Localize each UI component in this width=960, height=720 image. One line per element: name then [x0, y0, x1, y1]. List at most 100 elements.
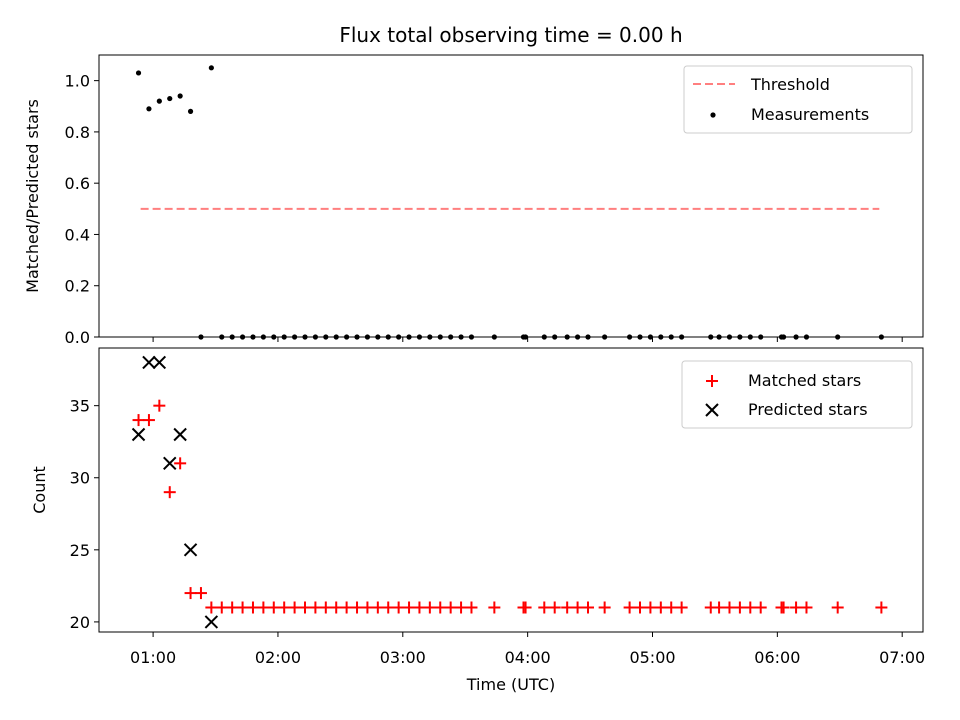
top-y-axis-label: Matched/Predicted stars	[23, 99, 42, 293]
x-tick-label: 05:00	[629, 648, 675, 667]
matched-star-point	[163, 486, 176, 499]
matched-star-point	[444, 601, 457, 614]
top-chart-title: Flux total observing time = 0.00 h	[339, 23, 682, 47]
matched-star-point	[488, 601, 501, 614]
matched-star-point	[598, 601, 611, 614]
measurements-legend-label: Measurements	[751, 105, 869, 124]
matched-star-point	[382, 601, 395, 614]
matched-star-point	[278, 601, 291, 614]
x-tick-label: 03:00	[380, 648, 426, 667]
predicted-star-point	[204, 615, 219, 629]
predicted-legend-label: Predicted stars	[748, 400, 868, 419]
matched-star-point	[561, 601, 574, 614]
matched-star-point	[519, 601, 532, 614]
matched-star-point	[309, 601, 322, 614]
matched-star-point	[434, 601, 447, 614]
matched-star-point	[267, 601, 280, 614]
bottom-y-tick-label: 30	[70, 469, 90, 488]
predicted-star-point	[131, 427, 146, 442]
matched-star-point	[351, 601, 364, 614]
x-tick-label: 06:00	[754, 648, 800, 667]
matched-star-point	[744, 601, 757, 614]
matched-star-point	[634, 601, 647, 614]
measurements-legend-swatch	[710, 112, 716, 118]
matched-star-point	[194, 587, 207, 600]
top-y-tick-label: 0.4	[65, 225, 90, 244]
matched-star-point	[644, 601, 657, 614]
matched-star-point	[675, 601, 688, 614]
matched-star-point	[184, 587, 197, 600]
matched-star-point	[174, 457, 187, 470]
bottom-y-tick-label: 20	[70, 613, 90, 632]
matched-star-point	[205, 601, 218, 614]
x-tick-label: 01:00	[130, 648, 176, 667]
predicted-star-point	[163, 456, 177, 471]
matched-star-point	[371, 601, 384, 614]
bottom-legend-frame	[681, 360, 913, 429]
matched-star-point	[319, 601, 332, 614]
matched-star-point	[403, 601, 416, 614]
matched-star-point	[571, 601, 584, 614]
x-tick-label: 02:00	[255, 648, 301, 667]
matched-star-point	[713, 601, 726, 614]
predicted-star-point	[152, 355, 167, 370]
bottom-x-ticks: 01:00 02:00 03:00 04:00 05:00 06:00 07:00	[130, 632, 925, 667]
bottom-plot-frame	[98, 347, 924, 633]
predicted-legend-swatch	[705, 403, 719, 417]
top-y-tick-label: 1.0	[65, 72, 90, 91]
bottom-y-ticks: 20 25 30 35	[70, 397, 99, 632]
matched-star-point	[236, 601, 249, 614]
matched-star-point	[413, 601, 426, 614]
bottom-y-tick-label: 25	[70, 541, 90, 560]
matched-star-point	[330, 601, 343, 614]
bottom-marks	[131, 355, 888, 629]
matched-star-point	[790, 601, 803, 614]
matched-star-point	[226, 601, 239, 614]
matched-star-point	[623, 601, 636, 614]
measurement-point	[156, 98, 162, 104]
matched-star-point	[215, 601, 228, 614]
matched-star-point	[831, 601, 844, 614]
predicted-star-point	[183, 543, 198, 557]
matched-star-point	[733, 601, 746, 614]
matched-star-point	[654, 601, 667, 614]
matched-star-point	[340, 601, 353, 614]
predicted-star-point	[142, 355, 156, 370]
threshold-legend-label: Threshold	[750, 75, 830, 94]
matched-star-point	[392, 601, 405, 614]
matched-star-point	[423, 601, 436, 614]
matched-legend-label: Matched stars	[748, 371, 861, 390]
matched-legend-swatch	[706, 375, 718, 387]
measurement-point	[167, 95, 173, 102]
matched-star-point	[538, 601, 551, 614]
bottom-legend: Matched stars Predicted stars	[681, 360, 913, 429]
top-y-ticks: 0.0 0.2 0.4 0.6 0.8 1.0	[65, 72, 99, 347]
matched-star-point	[723, 601, 736, 614]
matched-star-point	[754, 601, 767, 614]
x-tick-label: 04:00	[505, 648, 551, 667]
top-y-tick-label: 0.8	[65, 123, 90, 142]
top-x-ticks	[152, 337, 903, 342]
matched-star-point	[777, 601, 790, 614]
matched-star-point	[548, 601, 561, 614]
top-plot-frame	[98, 54, 924, 338]
matched-star-point	[153, 399, 166, 412]
top-panel: 0.0 0.2 0.4 0.6 0.8 1.0 Matched/Predicted sta…	[23, 54, 924, 347]
matched-star-point	[246, 601, 259, 614]
matched-star-point	[288, 601, 301, 614]
top-legend: Threshold Measurements	[683, 65, 913, 134]
top-y-tick-label: 0.6	[65, 174, 90, 193]
matched-star-point	[455, 601, 468, 614]
matched-star-point	[361, 601, 374, 614]
measurement-point	[208, 65, 214, 71]
matched-star-point	[257, 601, 270, 614]
matched-star-point	[299, 601, 311, 614]
measurement-point	[177, 93, 183, 99]
matched-star-point	[465, 601, 478, 614]
measurement-point	[146, 106, 152, 112]
matched-star-point	[665, 601, 678, 614]
predicted-star-point	[173, 427, 187, 442]
matched-star-point	[800, 601, 813, 614]
bottom-y-axis-label: Count	[30, 466, 49, 514]
